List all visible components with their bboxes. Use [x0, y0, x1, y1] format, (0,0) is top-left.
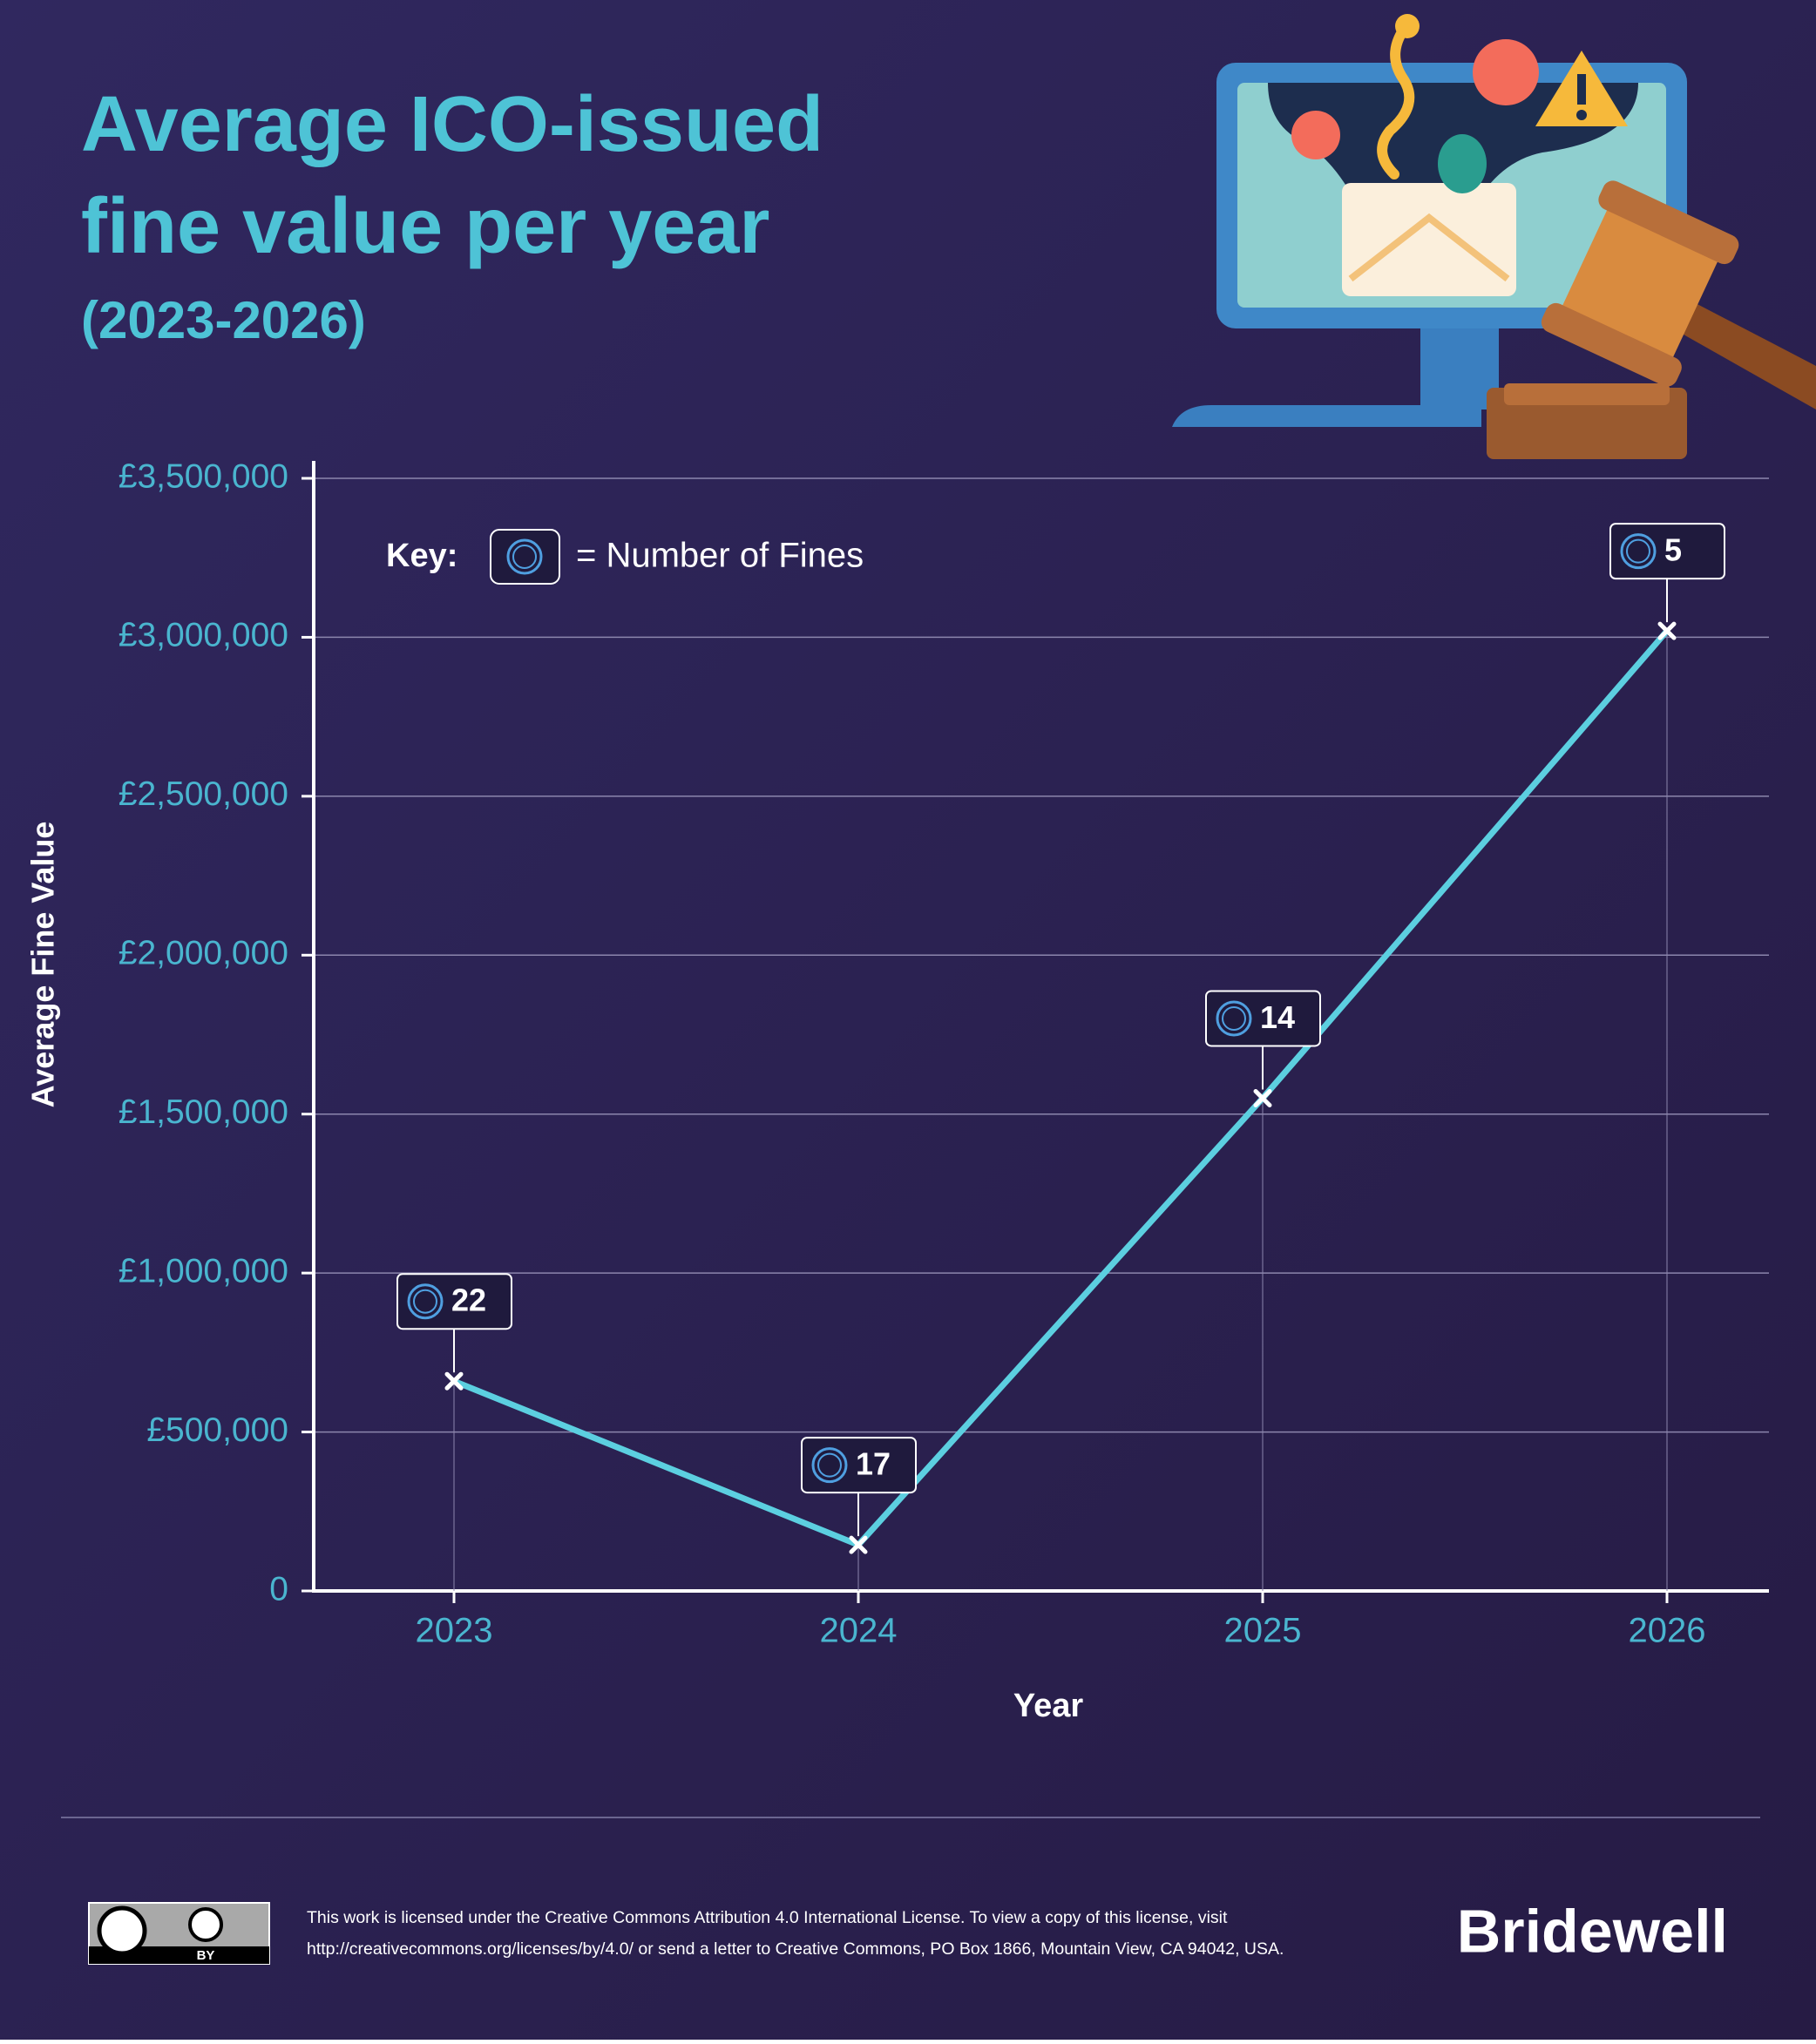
- y-axis-label: Average Fine Value: [25, 822, 61, 1108]
- key-icon: [512, 545, 537, 569]
- callout-box: [396, 1273, 512, 1330]
- callout-box: [1205, 990, 1321, 1047]
- coin-icon: [811, 1447, 848, 1484]
- chart-title: Average ICO-issued: [81, 81, 823, 168]
- x-tick-label: 2024: [820, 1612, 898, 1650]
- fine-count-label: 5: [1664, 532, 1682, 568]
- y-tick-label: £2,000,000: [119, 935, 288, 972]
- y-tick-label: £500,000: [146, 1411, 288, 1449]
- data-point: [849, 1535, 868, 1554]
- coin-icon: [413, 1289, 437, 1314]
- coin-icon: [1222, 1005, 1246, 1031]
- fine-count-label: 14: [1260, 999, 1295, 1035]
- x-tick-label: 2025: [1224, 1612, 1302, 1650]
- coin-icon: [1216, 1000, 1252, 1037]
- illustration: [1172, 14, 1816, 459]
- key-icon: [506, 538, 543, 575]
- coin-icon: [817, 1452, 842, 1478]
- key-icon-box: [490, 529, 560, 585]
- brand: Bridewell: [1457, 1897, 1728, 1965]
- cc-logo: [97, 1905, 147, 1956]
- y-tick-label: £3,000,000: [119, 617, 288, 654]
- chart-title: fine value per year: [81, 183, 769, 270]
- license-text: http://creativecommons.org/licenses/by/4…: [307, 1939, 1284, 1959]
- y-tick-label: 0: [269, 1570, 288, 1607]
- coin-icon: [1620, 533, 1657, 570]
- callout-box: [801, 1437, 917, 1494]
- data-point: [1657, 621, 1677, 640]
- y-tick-label: £2,500,000: [119, 775, 288, 813]
- license-text: This work is licensed under the Creative…: [307, 1908, 1228, 1927]
- chart-subtitle: (2023-2026): [81, 291, 366, 349]
- by-logo: [188, 1907, 223, 1942]
- data-point: [1253, 1088, 1272, 1107]
- y-tick-label: £1,000,000: [119, 1252, 288, 1289]
- y-tick-label: £3,500,000: [119, 457, 288, 495]
- x-axis-label: Year: [1013, 1688, 1084, 1724]
- coin-icon: [407, 1283, 444, 1320]
- badge-text: BY: [197, 1948, 215, 1963]
- key-label: Key:: [386, 538, 457, 574]
- callout-box: [1609, 523, 1725, 580]
- x-tick-label: 2026: [1629, 1612, 1706, 1650]
- coin-icon: [1626, 538, 1650, 564]
- key-text: = Number of Fines: [576, 537, 864, 575]
- fine-count-label: 22: [451, 1283, 486, 1318]
- x-tick-label: 2023: [416, 1612, 493, 1650]
- data-line: [452, 628, 1670, 1548]
- y-tick-label: £1,500,000: [119, 1093, 288, 1131]
- data-point: [444, 1371, 464, 1391]
- fine-count-label: 17: [856, 1446, 891, 1482]
